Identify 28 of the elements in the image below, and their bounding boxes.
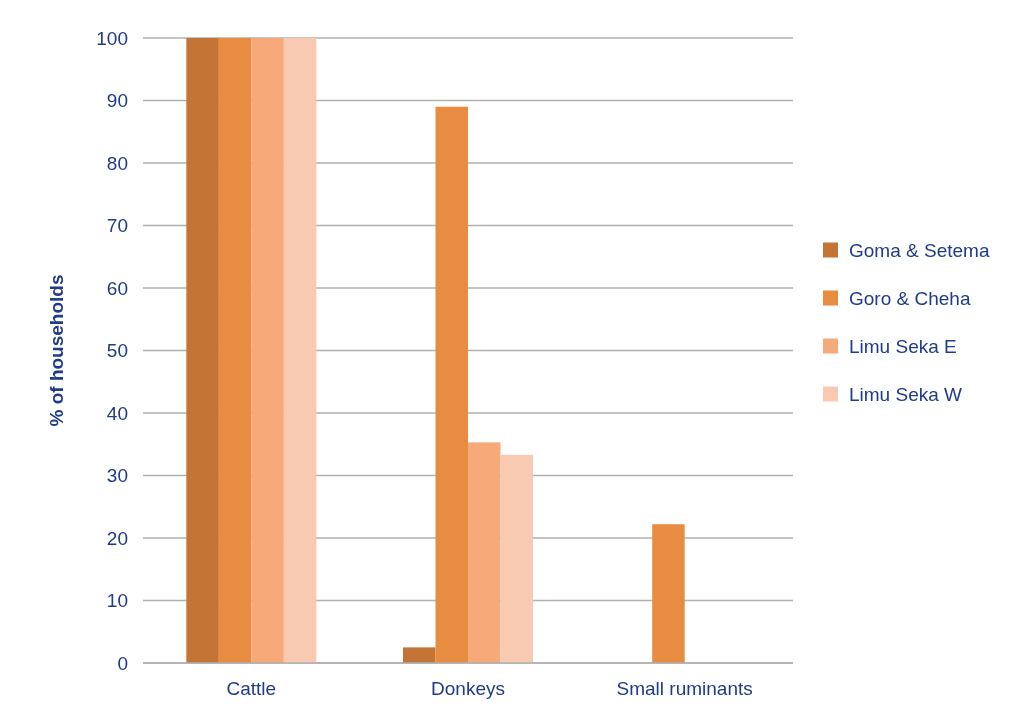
legend-label: Goma & Setema	[849, 240, 990, 262]
x-tick-label: Small ruminants	[616, 678, 753, 699]
y-tick-label: 50	[106, 340, 128, 362]
legend-label: Limu Seka W	[849, 384, 963, 406]
y-tick-label: 10	[106, 590, 128, 612]
bar	[186, 38, 219, 663]
x-tick-label: Cattle	[226, 678, 277, 699]
y-tick-label: 0	[117, 652, 128, 674]
y-tick-label: 40	[106, 402, 128, 424]
y-tick-label: 30	[106, 465, 128, 487]
bar	[403, 647, 436, 663]
bar	[251, 38, 284, 663]
y-axis-title: % of households	[46, 274, 67, 427]
bar	[652, 524, 685, 663]
bar	[218, 38, 252, 663]
y-tick-label: 100	[96, 27, 128, 49]
y-tick-label: 20	[106, 527, 128, 549]
x-tick-label: Donkeys	[431, 678, 505, 699]
bar	[468, 442, 501, 663]
legend-label: Limu Seka E	[849, 336, 957, 358]
bar	[283, 38, 317, 663]
y-tick-label: 70	[106, 215, 128, 237]
bar	[435, 106, 468, 663]
legend-label: Goro & Cheha	[849, 288, 971, 310]
bar	[500, 454, 533, 663]
y-tick-label: 60	[106, 277, 128, 299]
y-tick-label: 80	[106, 152, 128, 174]
y-tick-label: 90	[106, 90, 128, 112]
